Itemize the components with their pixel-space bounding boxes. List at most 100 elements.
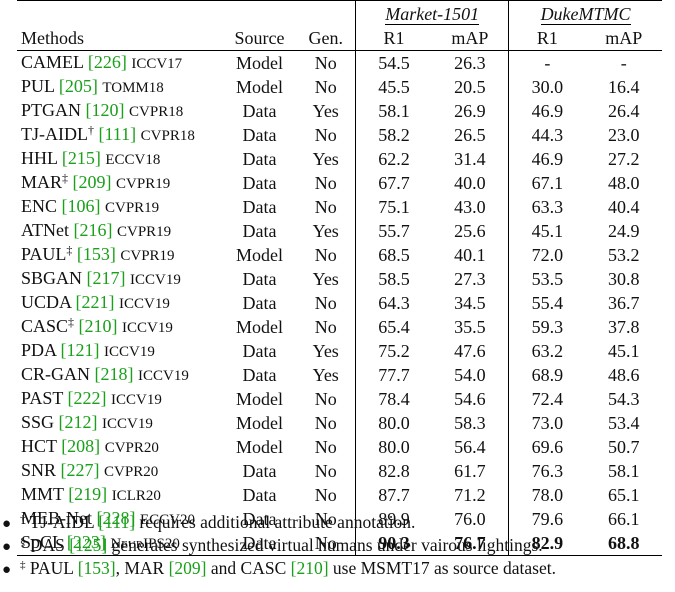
duke-map-cell: 26.4 (608, 101, 640, 121)
table-row: CASC‡ [210] ICCV19 Model No 65.4 35.5 59.3 37.… (17, 315, 662, 339)
gen-cell: Yes (312, 149, 339, 169)
citation-link[interactable]: [153] (77, 558, 116, 578)
dataset-duke-label: DukeMTMC (540, 4, 631, 25)
duke-r1-cell: 82.9 (508, 531, 586, 556)
citation-link[interactable]: [205] (58, 76, 98, 96)
duke-map-cell: 27.2 (608, 149, 640, 169)
citation-link[interactable]: [209] (168, 558, 207, 578)
citation-link[interactable]: [222] (67, 388, 107, 408)
method-name: MEB-Net (21, 508, 92, 528)
method-cell: PAST [222] ICCV19 (17, 387, 223, 411)
market-map-cell: 54.6 (454, 389, 486, 409)
gen-cell: No (314, 485, 337, 505)
source-cell: Data (242, 509, 277, 529)
table-body: CAMEL [226] ICCV17 Model No 54.5 26.3- - PUL [… (17, 50, 662, 556)
citation-link[interactable]: [111] (98, 124, 137, 144)
venue-label: CVPR19 (117, 224, 172, 240)
method-name: UCDA (21, 292, 72, 312)
table-row: PAUL‡ [153] CVPR19 Model No 68.5 40.1 72.0 53.… (17, 243, 662, 267)
duke-r1-cell: 30.0 (508, 75, 586, 99)
table-row: ENC [106] CVPR19 Data No 75.1 43.0 63.3 40.4 (17, 195, 662, 219)
method-cell: ENC [106] CVPR19 (17, 195, 223, 219)
duke-r1-cell: 46.9 (508, 147, 586, 171)
duke-map-cell: 58.1 (608, 461, 640, 481)
citation-link[interactable]: [121] (60, 340, 100, 360)
market-r1-cell: 64.3 (355, 291, 432, 315)
market-map-cell: 43.0 (454, 197, 486, 217)
method-name: ATNet (21, 220, 69, 240)
citation-link[interactable]: [111] (98, 512, 136, 532)
gen-cell: No (314, 461, 337, 481)
market-map-cell: 76.7 (431, 531, 509, 556)
table-row: MMT [219] ICLR20 Data No 87.7 71.2 78.0 65.1 (17, 483, 662, 507)
market-map-cell: 71.2 (454, 485, 486, 505)
footnote-text: use MSMT17 as source dataset. (332, 558, 556, 578)
citation-link[interactable]: [120] (85, 100, 125, 120)
bullet-icon: ● (2, 539, 12, 555)
duke-r1-cell: 45.1 (508, 219, 586, 243)
source-cell: Model (236, 389, 283, 409)
duke-map-cell: 54.3 (608, 389, 640, 409)
gen-cell: No (314, 125, 337, 145)
venue-label: CVPR18 (129, 104, 184, 120)
gen-cell: No (314, 389, 337, 409)
footnote-mark: ‡ (20, 559, 26, 571)
table-row: MEB-Net [228] ECCV20 Data No 89.9 76.0 79.6 66… (17, 507, 662, 531)
method-name: HCT (21, 436, 57, 456)
citation-link[interactable]: [210] (78, 316, 118, 336)
citation-link[interactable]: [153] (76, 244, 116, 264)
market-map-cell: 76.0 (454, 509, 486, 529)
market-r1-cell: 58.5 (355, 267, 432, 291)
dataset-header-row: Market-1501 DukeMTMC (17, 0, 662, 26)
table-row: SBGAN [217] ICCV19 Data Yes 58.5 27.3 53.5 30.… (17, 267, 662, 291)
duke-r1-cell: - (508, 50, 586, 75)
dataset-market-header: Market-1501 (355, 0, 509, 26)
table-row: PUL [205] TOMM18 Model No 45.5 20.5 30.0 16.4 (17, 75, 662, 99)
citation-link[interactable]: [216] (73, 220, 113, 240)
gen-cell: No (314, 413, 337, 433)
footnote-text: PAUL (29, 558, 74, 578)
method-cell: MAR‡ [209] CVPR19 (17, 171, 223, 195)
citation-link[interactable]: [227] (60, 460, 100, 480)
citation-link[interactable]: [208] (61, 436, 101, 456)
venue-label: ICCV19 (130, 272, 181, 288)
citation-link[interactable]: [219] (68, 484, 108, 504)
venue-label: ECCV20 (140, 512, 196, 528)
citation-link[interactable]: [215] (61, 148, 101, 168)
duke-map-cell: 53.2 (608, 245, 640, 265)
market-map-cell: 31.4 (454, 149, 486, 169)
market-r1-cell: 55.7 (355, 219, 432, 243)
citation-link[interactable]: [212] (58, 412, 98, 432)
market-r1-cell: 54.5 (355, 50, 432, 75)
method-cell: MMT [219] ICLR20 (17, 483, 223, 507)
market-map-cell: 40.0 (454, 173, 486, 193)
market-r1-cell: 89.9 (355, 507, 432, 531)
citation-link[interactable]: [228] (96, 508, 136, 528)
citation-link[interactable]: [226] (87, 52, 127, 72)
citation-link[interactable]: [218] (94, 364, 134, 384)
dataset-market-label: Market-1501 (385, 4, 480, 25)
citation-link[interactable]: [221] (75, 292, 115, 312)
citation-link[interactable]: [217] (86, 268, 126, 288)
table-row: SNR [227] CVPR20 Data No 82.8 61.7 76.3 58.1 (17, 459, 662, 483)
duke-r1-cell: 72.4 (508, 387, 586, 411)
duke-map-cell: 48.6 (608, 365, 640, 385)
duke-r1-cell: 67.1 (508, 171, 586, 195)
method-cell: PUL [205] TOMM18 (17, 75, 223, 99)
source-cell: Model (236, 53, 283, 73)
footnote-text: DAS (29, 535, 65, 555)
method-cell: HCT [208] CVPR20 (17, 435, 223, 459)
source-cell: Data (242, 197, 277, 217)
gen-cell: No (314, 53, 337, 73)
citation-link[interactable]: [209] (72, 172, 112, 192)
citation-link[interactable]: [223] (66, 532, 106, 552)
venue-label: ICLR20 (111, 488, 161, 504)
citation-link[interactable]: [210] (290, 558, 329, 578)
source-cell: Model (236, 413, 283, 433)
method-mark: † (87, 123, 94, 137)
source-cell: Model (236, 317, 283, 337)
citation-link[interactable]: [125] (69, 535, 108, 555)
footnote-double-dagger: ● ‡ PAUL [153], MAR [209] and CASC [210] … (2, 557, 672, 580)
market-r1-cell: 62.2 (355, 147, 432, 171)
citation-link[interactable]: [106] (61, 196, 101, 216)
